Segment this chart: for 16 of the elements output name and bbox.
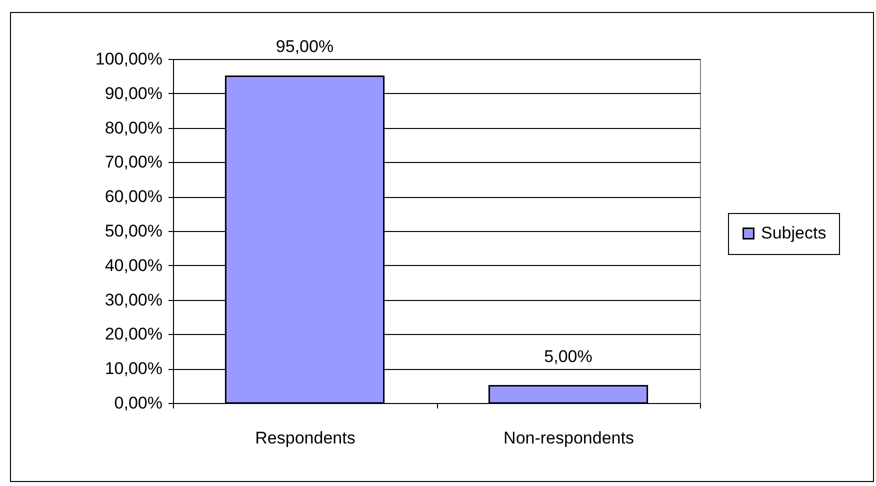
legend-label: Subjects [761, 224, 826, 242]
y-tick-label: 90,00% [104, 84, 162, 103]
y-tick-label: 100,00% [95, 50, 162, 68]
y-tick-label: 50,00% [104, 222, 162, 240]
data-label: 95,00% [276, 37, 334, 56]
y-tick-label: 30,00% [104, 290, 162, 310]
y-tick-label: 40,00% [104, 256, 162, 275]
y-tick-label: 80,00% [104, 118, 162, 138]
x-tick-label: Respondents [255, 428, 356, 448]
y-tick-label: 20,00% [104, 324, 162, 344]
y-tick-label: 0,00% [114, 394, 162, 412]
data-label: 5,00% [544, 346, 592, 366]
y-tick-label: 10,00% [104, 359, 162, 378]
y-tick-label: 60,00% [104, 187, 162, 206]
y-tick-label: 70,00% [104, 152, 162, 172]
x-tick-label: Non-respondents [504, 428, 634, 448]
